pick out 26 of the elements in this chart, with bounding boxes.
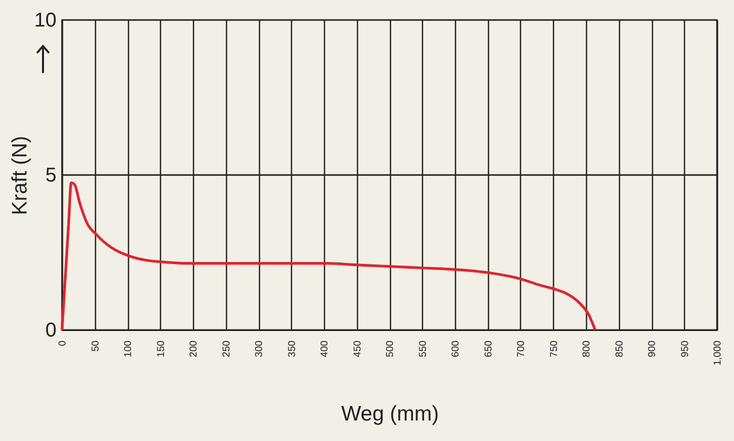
- x-tick-label: 700: [516, 340, 527, 358]
- x-tick-label: 150: [156, 340, 167, 358]
- x-tick-label: 550: [418, 340, 429, 358]
- x-tick-label: 850: [614, 340, 626, 358]
- x-tick-label: 600: [450, 340, 462, 358]
- x-tick-label: 350: [286, 340, 298, 358]
- x-tick-label: 1,000: [712, 340, 724, 366]
- x-tick-label: 500: [385, 340, 396, 358]
- y-tick-label: 5: [45, 164, 56, 186]
- x-tick-label: 50: [90, 340, 102, 352]
- x-tick-label: 650: [483, 340, 494, 358]
- y-tick-label: 10: [34, 10, 56, 32]
- y-axis-title: Kraft (N): [8, 136, 32, 216]
- x-tick-label: 750: [548, 340, 560, 358]
- x-tick-label: 0: [58, 340, 68, 346]
- x-tick-label: 450: [352, 340, 364, 358]
- x-tick-label: 250: [221, 340, 232, 358]
- x-axis-title: Weg (mm): [341, 402, 439, 426]
- x-tick-label: 800: [582, 340, 592, 358]
- x-tick-label: 100: [123, 340, 134, 358]
- x-tick-label: 300: [254, 340, 265, 358]
- x-tick-label: 950: [680, 340, 691, 358]
- line-series: [60, 181, 596, 332]
- x-tick-label: 200: [188, 340, 200, 358]
- x-tick-label: 900: [647, 340, 658, 358]
- x-tick-label: 400: [320, 340, 330, 358]
